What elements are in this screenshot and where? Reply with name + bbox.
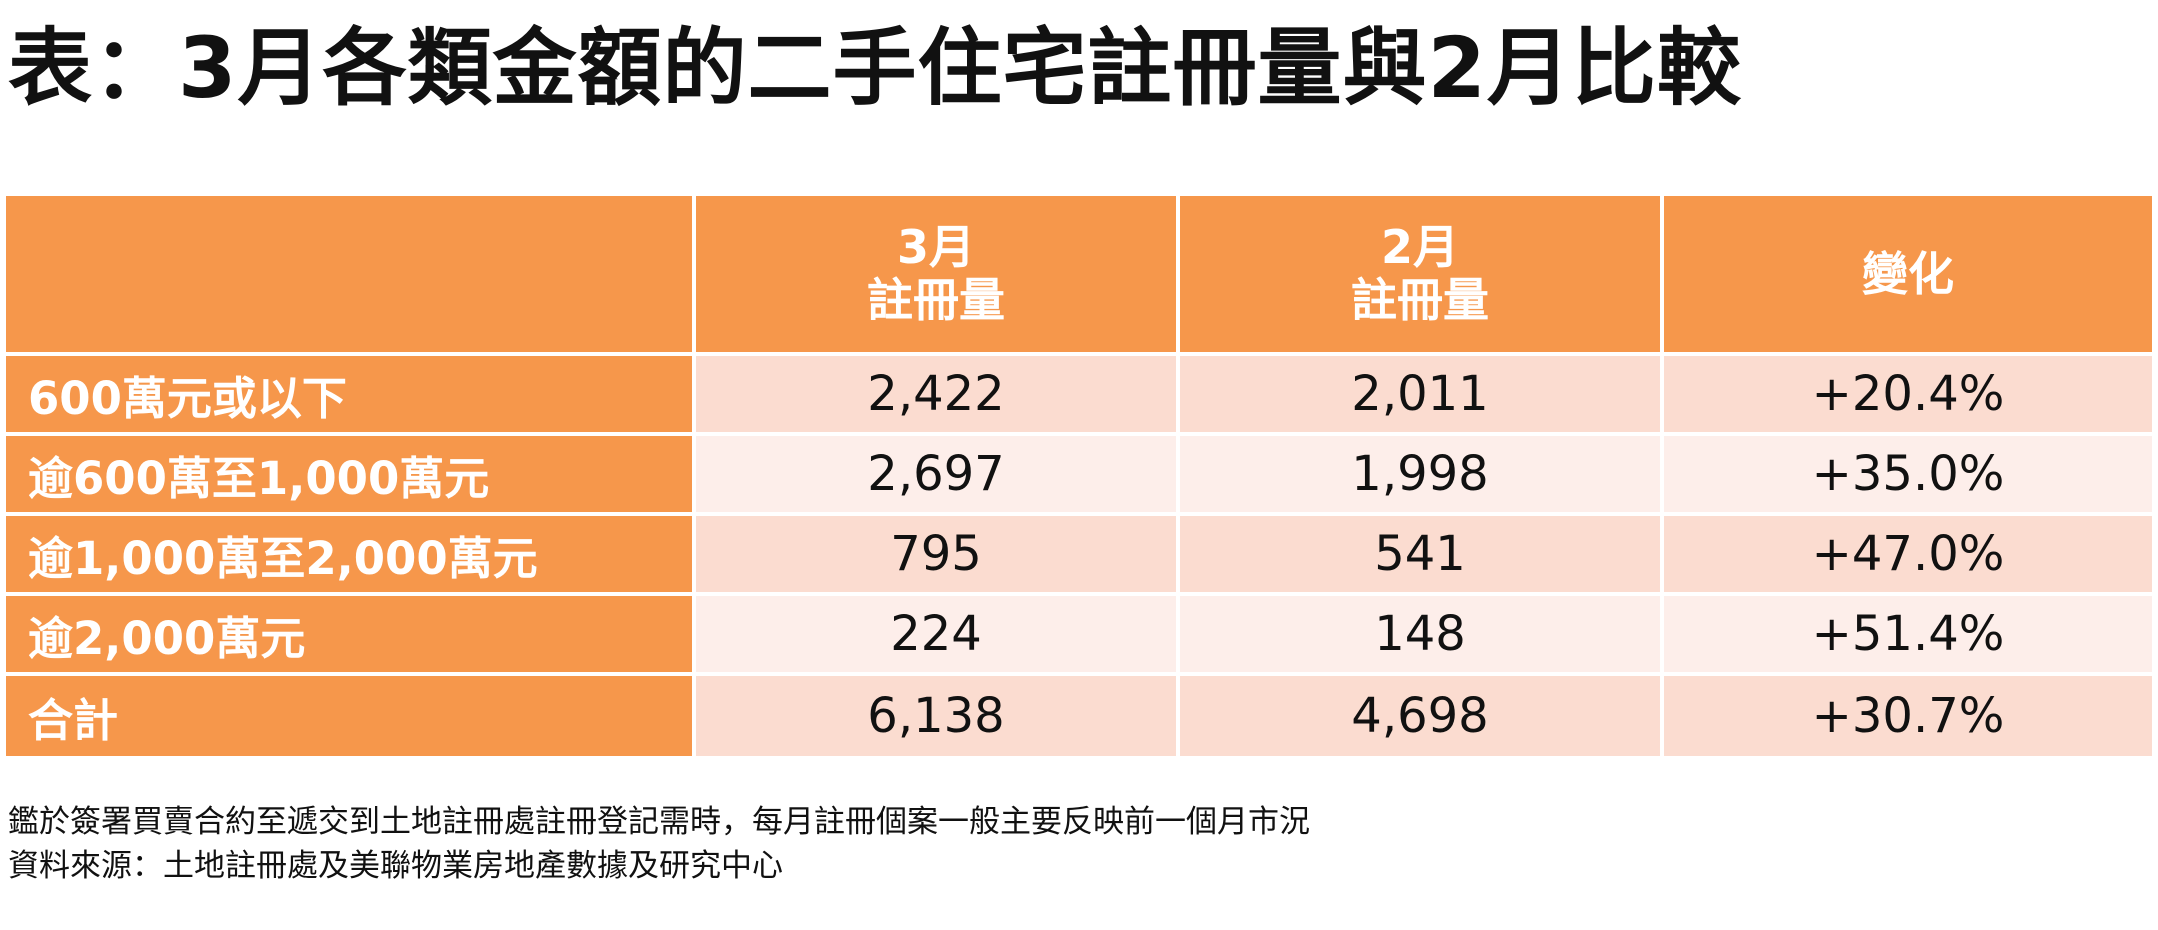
footnote-source: 資料來源：土地註冊處及美聯物業房地產數據及研究中心	[8, 848, 783, 884]
header-change: 變化	[1664, 196, 2152, 356]
row-label: 600萬元或以下	[6, 356, 696, 436]
header-change-label: 變化	[1862, 246, 1954, 301]
table-row: 逾2,000萬元 224 148 +51.4%	[6, 596, 2152, 676]
feb-value: 148	[1180, 596, 1664, 676]
feb-value: 2,011	[1180, 356, 1664, 436]
table-header-row: 3月 註冊量 2月 註冊量 變化	[6, 196, 2152, 356]
header-march-registrations: 3月 註冊量	[696, 196, 1180, 356]
header-feb-line1: 2月	[1380, 220, 1459, 275]
feb-value: 4,698	[1180, 676, 1664, 756]
change-value: +35.0%	[1664, 436, 2152, 516]
table-row: 逾1,000萬至2,000萬元 795 541 +47.0%	[6, 516, 2152, 596]
table-row-total: 合計 6,138 4,698 +30.7%	[6, 676, 2152, 756]
feb-value: 541	[1180, 516, 1664, 596]
header-empty-cell	[6, 196, 696, 356]
feb-value: 1,998	[1180, 436, 1664, 516]
table-row: 600萬元或以下 2,422 2,011 +20.4%	[6, 356, 2152, 436]
march-value: 224	[696, 596, 1180, 676]
change-value: +20.4%	[1664, 356, 2152, 436]
row-label: 合計	[6, 676, 696, 756]
header-march-line1: 3月	[896, 220, 975, 275]
header-feb-line2: 註冊量	[1351, 273, 1489, 327]
change-value: +47.0%	[1664, 516, 2152, 596]
change-value: +51.4%	[1664, 596, 2152, 676]
table-row: 逾600萬至1,000萬元 2,697 1,998 +35.0%	[6, 436, 2152, 516]
march-value: 2,697	[696, 436, 1180, 516]
march-value: 795	[696, 516, 1180, 596]
row-label: 逾1,000萬至2,000萬元	[6, 516, 696, 596]
march-value: 2,422	[696, 356, 1180, 436]
footnote-timing: 鑑於簽署買賣合約至遞交到土地註冊處註冊登記需時，每月註冊個案一般主要反映前一個月…	[8, 804, 1310, 840]
row-label: 逾2,000萬元	[6, 596, 696, 676]
registration-table: 3月 註冊量 2月 註冊量 變化 600萬元或以下 2,422 2,011 +2…	[6, 196, 2152, 756]
row-label: 逾600萬至1,000萬元	[6, 436, 696, 516]
change-value: +30.7%	[1664, 676, 2152, 756]
header-march-line2: 註冊量	[867, 273, 1005, 327]
page-title: 表：3月各類金額的二手住宅註冊量與2月比較	[8, 19, 1742, 117]
footnotes: 鑑於簽署買賣合約至遞交到土地註冊處註冊登記需時，每月註冊個案一般主要反映前一個月…	[8, 800, 1310, 888]
march-value: 6,138	[696, 676, 1180, 756]
header-feb-registrations: 2月 註冊量	[1180, 196, 1664, 356]
